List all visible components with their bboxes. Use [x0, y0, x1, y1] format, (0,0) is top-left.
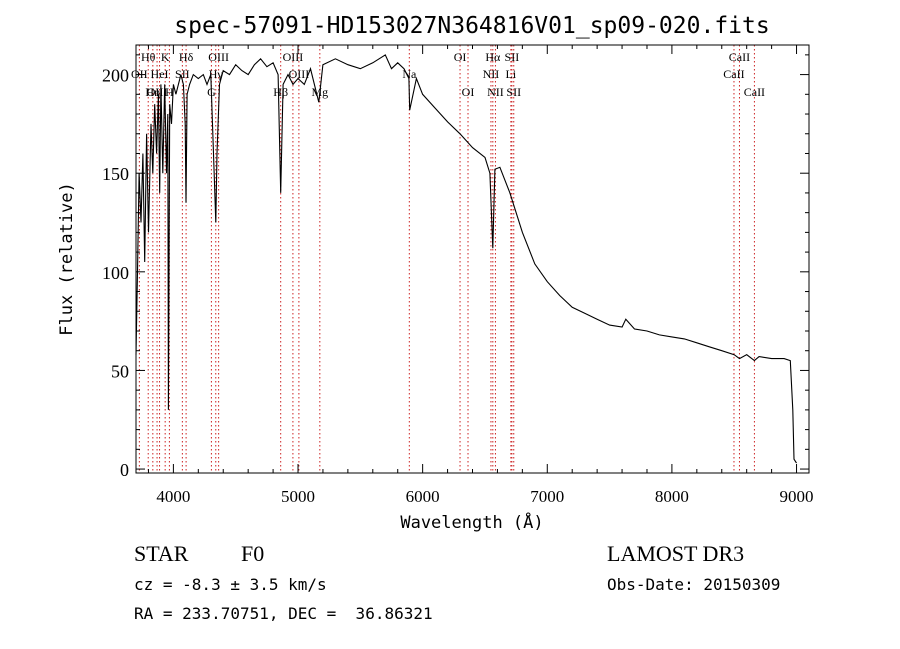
- x-tick-label: 5000: [281, 487, 315, 506]
- line-marker-label: Li: [506, 67, 517, 81]
- survey-name: LAMOST DR3: [607, 541, 744, 566]
- line-marker-label: Na: [402, 67, 417, 81]
- x-axis-label: Wavelength (Å): [400, 511, 543, 533]
- line-marker-label: OI: [454, 50, 467, 64]
- line-marker-label: Hθ: [141, 50, 156, 64]
- observation-date: Obs-Date: 20150309: [607, 575, 780, 594]
- y-axis-ticks: 0 50 100 150 200: [102, 54, 809, 480]
- y-tick-label: 0: [120, 460, 129, 480]
- line-marker-label: H: [165, 85, 174, 99]
- spectral-subclass: F0: [241, 541, 264, 566]
- line-marker-label: OII: [131, 67, 148, 81]
- line-marker-label: SII: [505, 50, 520, 64]
- x-tick-label: 4000: [156, 487, 190, 506]
- y-tick-label: 100: [102, 263, 129, 283]
- line-marker-label: K: [161, 50, 170, 64]
- line-marker-label: CaII: [729, 50, 750, 64]
- x-axis-ticks: 4000 5000 6000 7000 8000 9000: [147, 45, 814, 506]
- x-tick-label: 6000: [406, 487, 440, 506]
- line-marker-label: OIII: [283, 50, 304, 64]
- line-marker-label: HeI: [151, 67, 169, 81]
- line-marker-label: NII: [487, 85, 504, 99]
- line-marker-label: Hβ: [273, 85, 288, 99]
- line-marker-label: Hη: [145, 85, 160, 99]
- line-markers: [138, 45, 755, 473]
- line-marker-label: CaII: [723, 67, 744, 81]
- y-tick-label: 50: [111, 361, 129, 381]
- y-tick-label: 150: [102, 164, 129, 184]
- line-marker-label: CaII: [744, 85, 765, 99]
- y-axis-label: Flux (relative): [57, 182, 77, 336]
- object-class: STAR: [134, 541, 189, 566]
- spectrum-line: [135, 54, 797, 464]
- x-tick-label: 9000: [780, 487, 814, 506]
- chart-title: spec-57091-HD153027N364816V01_sp09-020.f…: [174, 13, 769, 39]
- line-marker-label: OIII: [208, 50, 229, 64]
- line-marker-label: SII: [506, 85, 521, 99]
- line-marker-label: OIII: [289, 67, 310, 81]
- plot-frame: [135, 44, 810, 474]
- line-marker-label: Hδ: [179, 50, 194, 64]
- line-marker-label: SII: [175, 67, 190, 81]
- y-tick-label: 200: [102, 66, 129, 86]
- x-tick-label: 8000: [655, 487, 689, 506]
- line-marker-label: Hα: [485, 50, 501, 64]
- x-tick-label: 7000: [530, 487, 564, 506]
- redshift-text: cz = -8.3 ± 3.5 km/s: [134, 575, 327, 594]
- line-marker-label: OIII: [147, 85, 168, 99]
- line-marker-label: NII: [483, 67, 500, 81]
- coordinates-text: RA = 233.70751, DEC = 36.86321: [134, 604, 433, 623]
- line-marker-label: Hγ: [209, 67, 224, 81]
- line-marker-label: OI: [462, 85, 475, 99]
